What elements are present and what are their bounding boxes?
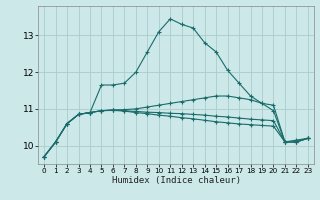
X-axis label: Humidex (Indice chaleur): Humidex (Indice chaleur) — [111, 176, 241, 185]
